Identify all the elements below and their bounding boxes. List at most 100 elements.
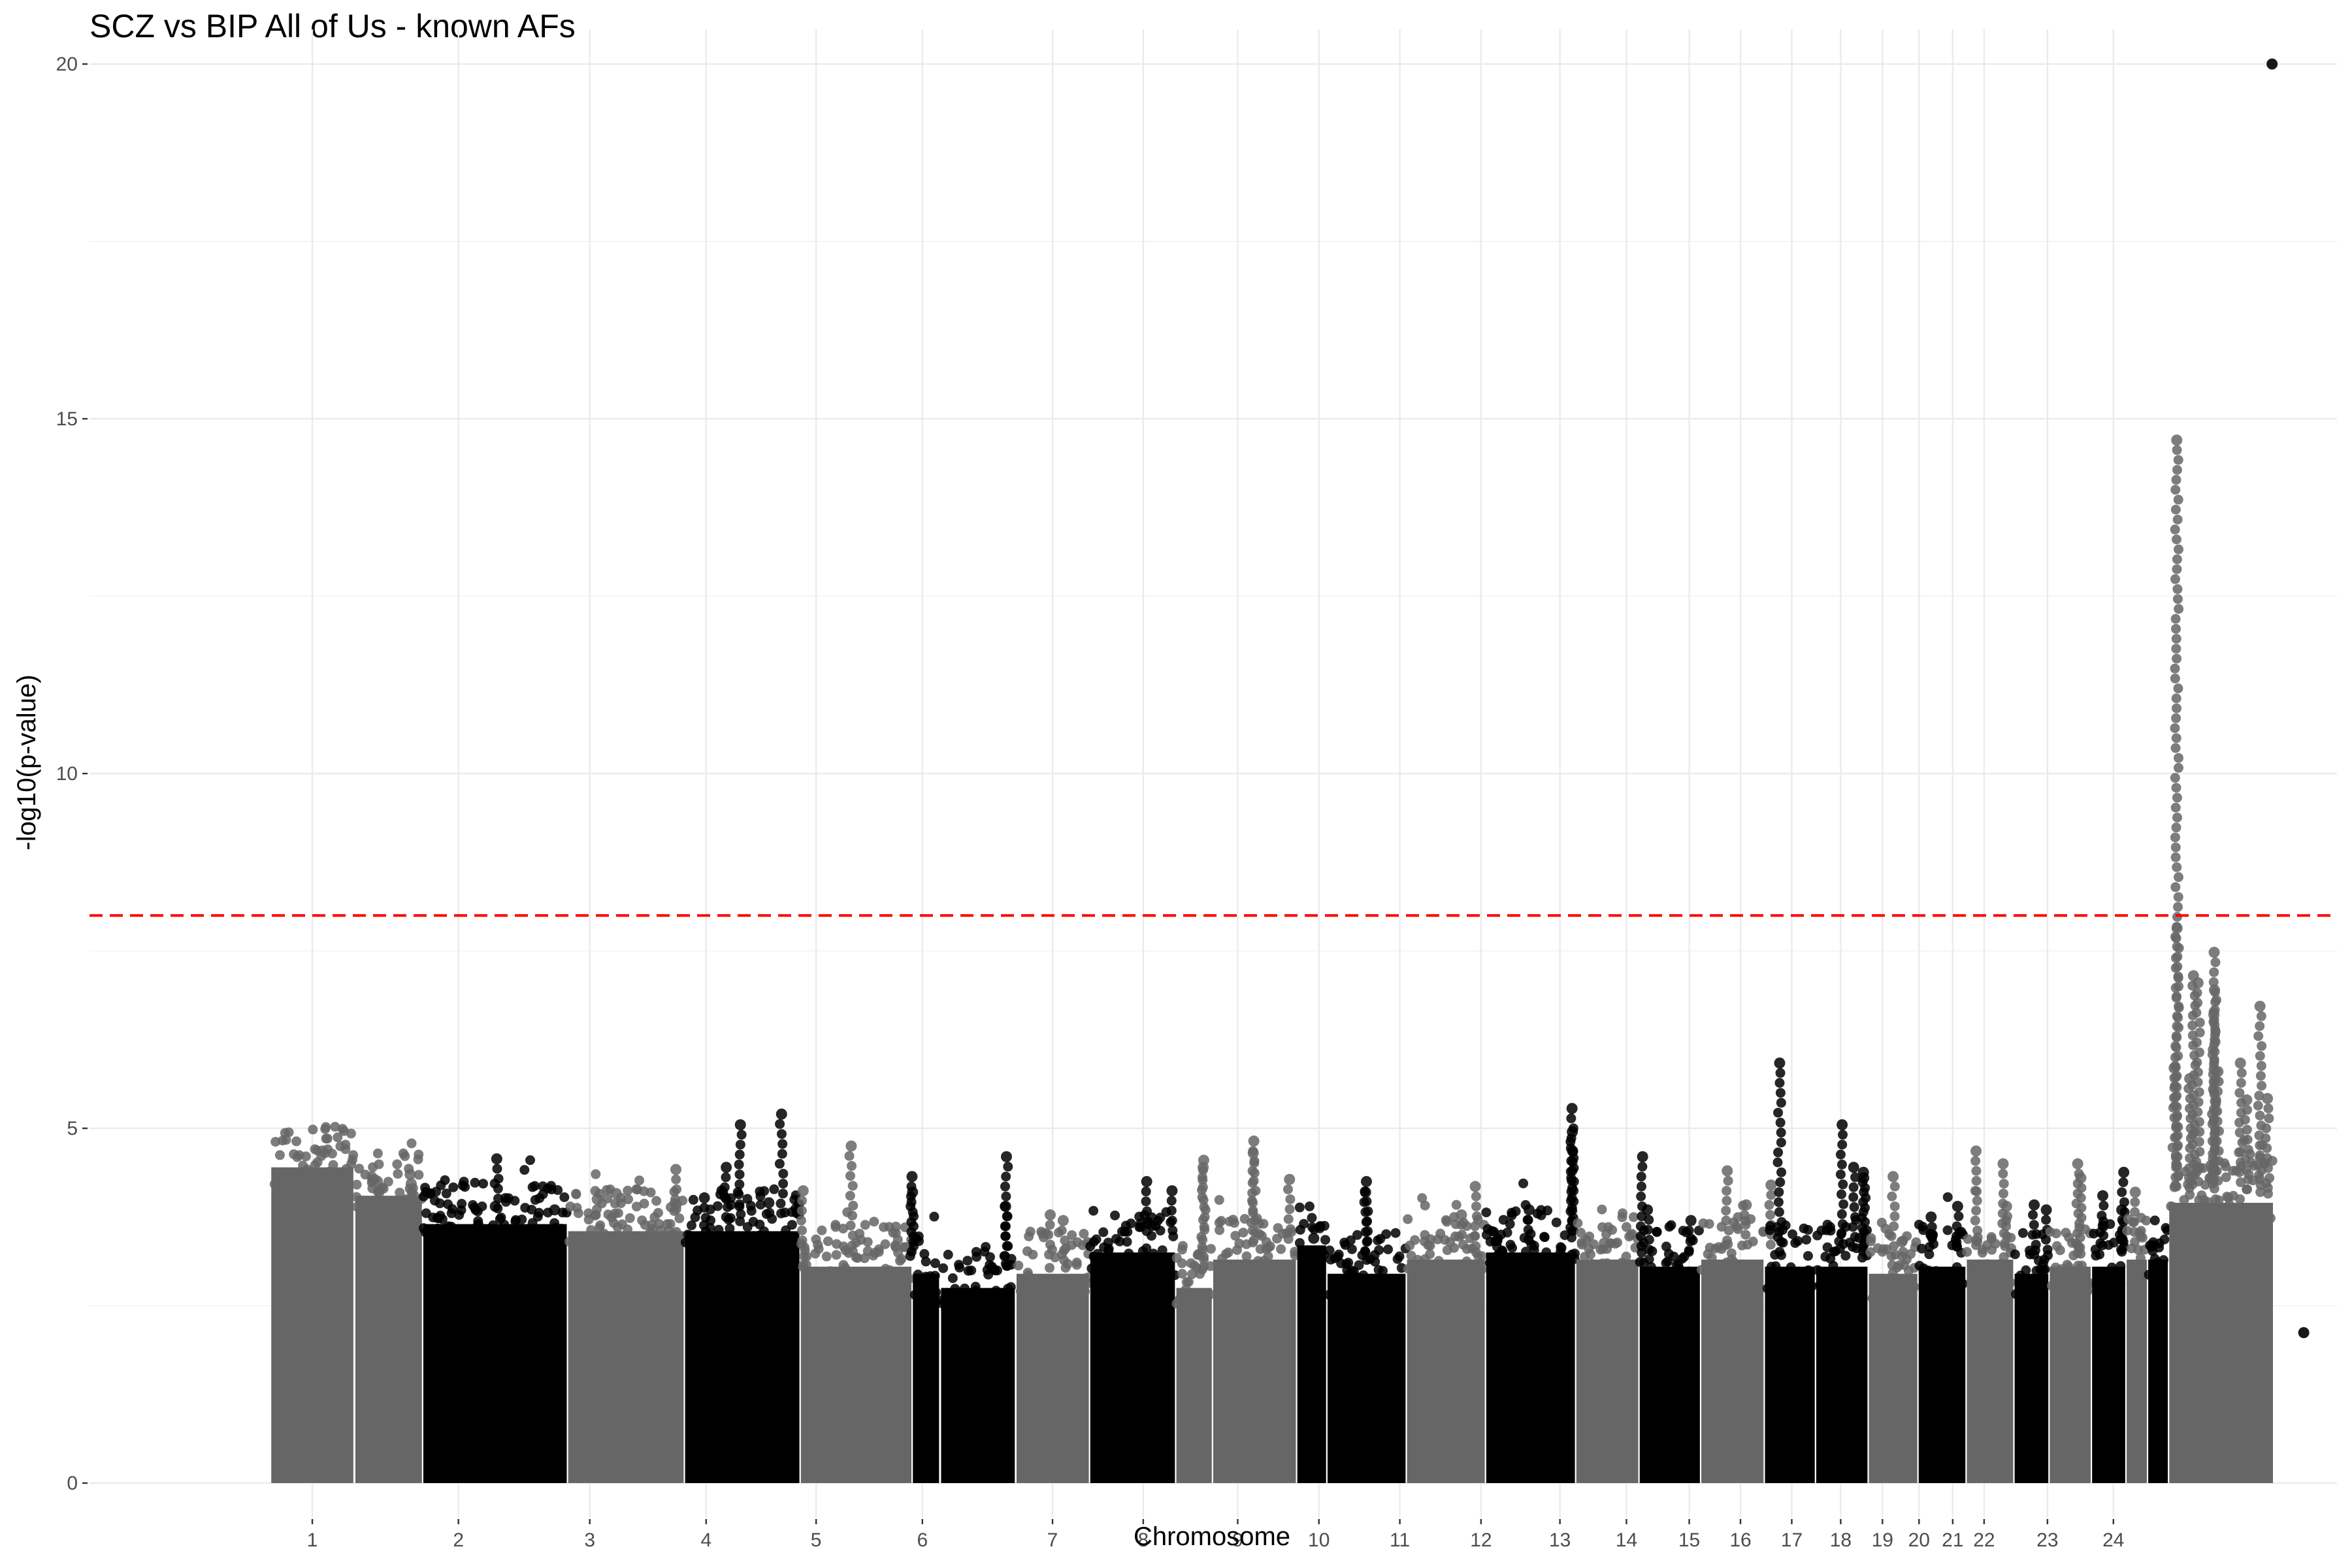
snp-peak-point (1567, 1126, 1578, 1137)
x-tick-label: 20 (1908, 1529, 1930, 1551)
snp-point (1060, 1235, 1070, 1246)
snp-point (678, 1196, 688, 1206)
snp-point (1567, 1166, 1578, 1176)
snp-point (1285, 1194, 1296, 1205)
snp-point (571, 1189, 581, 1200)
snp-point (1141, 1186, 1151, 1197)
snp-point (1294, 1202, 1305, 1213)
snp-point (2174, 544, 2184, 555)
snp-point (1247, 1188, 1258, 1198)
snp-point (727, 1246, 737, 1256)
snp-point (1837, 1209, 1847, 1219)
chromosome-points-13 (1294, 1201, 1331, 1483)
x-tick-label: 23 (2036, 1529, 2058, 1551)
snp-point (1860, 1203, 1870, 1213)
x-tick-label: 8 (1138, 1529, 1149, 1551)
outlier-points (2266, 58, 2310, 1339)
snp-peak-point (2029, 1199, 2040, 1211)
chromosome-band-4 (568, 1231, 684, 1483)
snp-point (1199, 1252, 1209, 1262)
snp-point (2223, 1192, 2234, 1203)
snp-point (2170, 574, 2180, 584)
x-tick-label: 10 (1308, 1529, 1330, 1551)
snp-peak-point (1044, 1209, 1056, 1220)
snp-point (1110, 1210, 1120, 1220)
snp-point (592, 1204, 602, 1215)
snp-point (327, 1149, 337, 1159)
snp-point (723, 1202, 733, 1213)
snp-point (848, 1200, 858, 1211)
snp-point (1248, 1237, 1258, 1248)
snp-point (2002, 1211, 2012, 1222)
snp-peak-point (1637, 1151, 1648, 1162)
snp-point (1927, 1222, 1937, 1232)
snp-point (806, 1271, 817, 1282)
snp-point (2097, 1240, 2108, 1250)
snp-point (1263, 1251, 1273, 1262)
snp-peak-point (1740, 1199, 1752, 1211)
snp-point (1333, 1249, 1344, 1260)
snp-peak-point (549, 1204, 561, 1216)
snp-peak-point (1925, 1211, 1937, 1223)
snp-point (493, 1183, 503, 1194)
x-tick-label: 12 (1470, 1529, 1492, 1551)
snp-point (1022, 1246, 1032, 1256)
snp-point (2115, 1261, 2126, 1271)
snp-point (2099, 1230, 2109, 1241)
snp-point (845, 1190, 855, 1201)
snp-point (1492, 1271, 1502, 1282)
chromosome-band-9 (1016, 1273, 1089, 1483)
x-axis: 1 2 3 4 5 6 7 8 9 10 11 12 13 14 15 16 17 18 19 20 21 22 23 24 (307, 1519, 2124, 1551)
snp-point (1903, 1266, 1914, 1276)
snp-point (1847, 1241, 1857, 1252)
snp-point (1867, 1293, 1878, 1303)
snp-point (796, 1215, 806, 1226)
snp-peak-point (1848, 1162, 1859, 1173)
snp-point (2172, 792, 2182, 803)
snp-point (2185, 1093, 2195, 1103)
snp-peak-point (1166, 1185, 1178, 1197)
chromosome-band-18 (1639, 1266, 1700, 1483)
snp-peak-point (1774, 1057, 1786, 1069)
snp-point (2195, 1126, 2205, 1137)
snp-point (1850, 1270, 1861, 1281)
snp-point (1303, 1253, 1313, 1264)
x-tick-label: 9 (1232, 1529, 1243, 1551)
snp-point (510, 1196, 520, 1206)
snp-point (2192, 988, 2202, 998)
snp-point (453, 1242, 463, 1252)
snp-point (2082, 1280, 2092, 1290)
snp-point (777, 1139, 788, 1149)
snp-point (351, 1201, 362, 1212)
snp-point (1298, 1262, 1308, 1272)
snp-point (610, 1208, 620, 1218)
snp-point (1722, 1235, 1732, 1246)
snp-point (2144, 1269, 2154, 1280)
snp-point (1249, 1168, 1260, 1178)
snp-point (2183, 1083, 2194, 1094)
snp-point (907, 1207, 918, 1217)
snp-point (2195, 1147, 2205, 1157)
snp-point (634, 1175, 645, 1186)
snp-point (1566, 1113, 1576, 1124)
snp-point (1417, 1193, 1428, 1203)
snp-point (2117, 1235, 2127, 1245)
snp-point (734, 1159, 744, 1169)
snp-point (735, 1139, 745, 1150)
snp-point (654, 1218, 664, 1229)
snp-point (1972, 1196, 1982, 1206)
snp-point (1442, 1217, 1452, 1227)
snp-peak-point (1685, 1215, 1697, 1226)
snp-point (610, 1198, 620, 1209)
snp-peak-point (341, 1164, 353, 1175)
snp-point (1354, 1260, 1364, 1270)
snp-point (2173, 902, 2183, 912)
snp-point (2195, 1047, 2205, 1058)
snp-point (2170, 1052, 2180, 1062)
snp-point (736, 1130, 747, 1140)
snp-point (443, 1221, 453, 1232)
snp-point (637, 1215, 647, 1226)
snp-point (1953, 1211, 1964, 1222)
chart-title: SCZ vs BIP All of Us - known AFs (90, 8, 576, 44)
snp-point (840, 1245, 851, 1256)
